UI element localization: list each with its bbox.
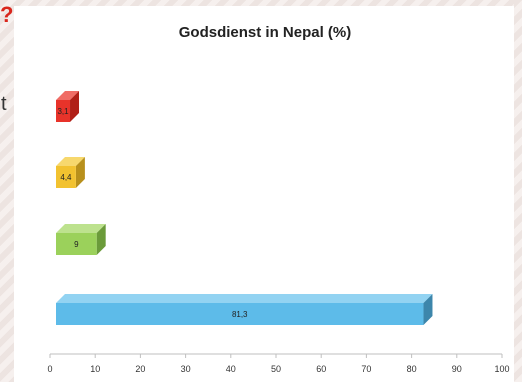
bar-side-face [70, 91, 80, 122]
slide-background-right [514, 0, 522, 382]
bar-top-face [56, 224, 106, 233]
x-tick-label: 100 [494, 364, 509, 374]
x-tick-label: 20 [135, 364, 145, 374]
x-tick-label: 90 [452, 364, 462, 374]
bar [56, 233, 97, 255]
slide-background-left [0, 0, 14, 382]
bar [56, 100, 71, 122]
x-tick-label: 50 [271, 364, 281, 374]
x-tick-label: 10 [90, 364, 100, 374]
bar [56, 166, 76, 188]
slide-background-top [0, 0, 522, 6]
bar-side-face [75, 157, 85, 188]
x-tick-label: 40 [226, 364, 236, 374]
x-tick-label: 70 [361, 364, 371, 374]
bar-top-face [56, 157, 85, 166]
x-tick-label: 60 [316, 364, 326, 374]
x-tick-label: 30 [181, 364, 191, 374]
bar-top-face [56, 294, 433, 303]
bar-side-face [423, 294, 433, 325]
data-label: 9 [74, 240, 79, 249]
bar-top-face [56, 91, 80, 100]
data-label: 81,3 [232, 310, 248, 319]
x-tick-label: 0 [47, 364, 52, 374]
bar [56, 303, 424, 325]
data-label: 3,1 [57, 107, 69, 116]
x-tick-label: 80 [407, 364, 417, 374]
slide-edge-glyph: t [1, 93, 7, 115]
bar-side-face [96, 224, 106, 255]
slide-corner-mark: ? [0, 2, 14, 27]
data-label: 4,4 [60, 173, 72, 182]
chart-title: Godsdienst in Nepal (%) [178, 24, 352, 41]
